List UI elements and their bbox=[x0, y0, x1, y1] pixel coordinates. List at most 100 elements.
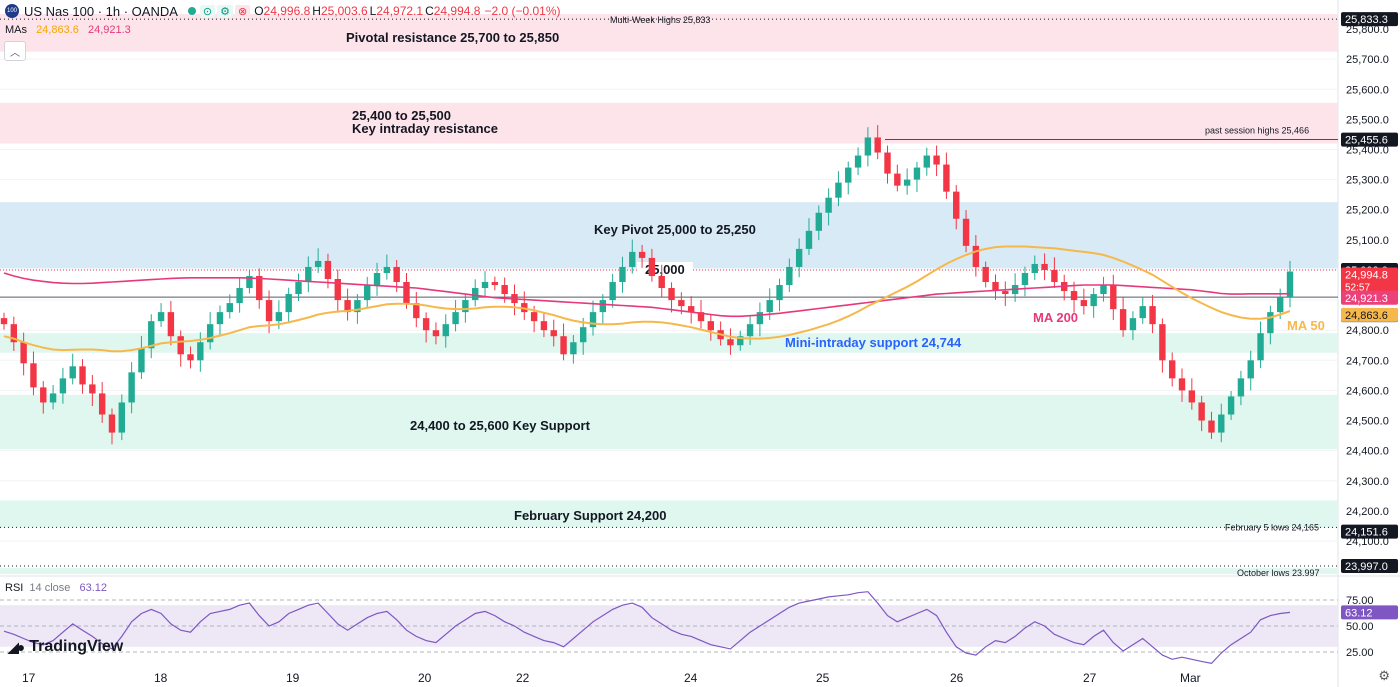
candle-body bbox=[344, 300, 351, 313]
price-tick: 24,700.0 bbox=[1346, 355, 1389, 367]
candle-body bbox=[1051, 269, 1058, 283]
zone-label: 25,400 to 25,500 bbox=[352, 108, 451, 123]
candle-body bbox=[687, 306, 695, 313]
candle-body bbox=[962, 218, 970, 246]
candle-body bbox=[481, 282, 489, 289]
close-key: C bbox=[425, 4, 434, 18]
candle-body bbox=[1129, 318, 1137, 331]
candle-body bbox=[501, 285, 508, 295]
candle-body bbox=[422, 318, 430, 331]
candle-body bbox=[236, 288, 243, 304]
candle-body bbox=[452, 312, 459, 325]
candle-body bbox=[20, 342, 27, 364]
candle-body bbox=[953, 191, 960, 219]
candle-body bbox=[1002, 291, 1009, 295]
candle-body bbox=[305, 266, 312, 283]
candle-body bbox=[903, 179, 911, 186]
candle-body bbox=[197, 342, 204, 361]
candle-body bbox=[275, 312, 283, 322]
zone-support bbox=[0, 568, 1338, 575]
candle-body bbox=[89, 384, 96, 394]
candle-body bbox=[1021, 272, 1029, 286]
settings-icon[interactable]: ⚙ bbox=[217, 4, 233, 18]
price-tag-label: 23,997.0 bbox=[1345, 561, 1388, 573]
gear-icon[interactable]: ⚙ bbox=[1378, 668, 1390, 683]
candle-body bbox=[1247, 360, 1254, 379]
time-tick: 17 bbox=[22, 671, 36, 685]
zone-resistance bbox=[0, 102, 1338, 144]
market-status-icon bbox=[187, 7, 196, 15]
rsi-legend[interactable]: RSI 14 close 63.12 bbox=[5, 582, 107, 594]
candle-body bbox=[609, 282, 616, 301]
remove-icon[interactable]: ⊗ bbox=[234, 4, 251, 18]
candle-body bbox=[530, 312, 538, 322]
candle-body bbox=[10, 324, 18, 343]
candle-body bbox=[982, 266, 989, 283]
rsi-tick: 25.00 bbox=[1346, 647, 1374, 659]
ma200-value: 24,921.3 bbox=[87, 24, 131, 36]
level-label: October lows 23.997 bbox=[1237, 568, 1320, 578]
candle-body bbox=[619, 266, 626, 283]
candle-body bbox=[364, 285, 371, 301]
candle-body bbox=[1178, 378, 1186, 391]
candle-body bbox=[697, 312, 705, 322]
candle-body bbox=[285, 294, 292, 313]
collapse-legend-button[interactable]: ︿ bbox=[4, 41, 26, 61]
candle-body bbox=[560, 336, 567, 355]
tradingview-icon: ◢● bbox=[8, 638, 25, 655]
candle-body bbox=[206, 324, 214, 343]
high-value: 25,003.6 bbox=[320, 4, 368, 18]
candle-body bbox=[1159, 324, 1166, 361]
price-tag-label: 25,833.3 bbox=[1345, 14, 1388, 26]
candle-body bbox=[118, 402, 126, 433]
candle-body bbox=[295, 282, 302, 295]
candle-body bbox=[432, 330, 440, 337]
candle-body bbox=[1218, 414, 1225, 433]
price-tag bbox=[1341, 290, 1398, 305]
candle-body bbox=[864, 137, 872, 156]
rsi-value: 63.12 bbox=[79, 582, 107, 594]
level-label: past session highs 25,466 bbox=[1205, 126, 1309, 136]
candle-body bbox=[648, 257, 656, 276]
candle-body bbox=[766, 300, 773, 313]
candle-body bbox=[393, 266, 400, 283]
zone-label: Pivotal resistance 25,700 to 25,850 bbox=[346, 30, 559, 45]
rsi-tag bbox=[1341, 605, 1398, 620]
candle-body bbox=[805, 230, 813, 249]
price-tick: 25,200.0 bbox=[1346, 205, 1389, 217]
candle-body bbox=[128, 372, 135, 403]
candle-body bbox=[1257, 333, 1264, 361]
candle-body bbox=[786, 266, 793, 286]
candle-body bbox=[246, 275, 253, 289]
candle-body bbox=[845, 167, 852, 183]
rsi-tick: 75.00 bbox=[1346, 595, 1374, 607]
candle-body bbox=[589, 312, 597, 328]
candle-body bbox=[579, 327, 587, 343]
candle-body bbox=[334, 278, 341, 301]
price-tag bbox=[1341, 559, 1398, 573]
high-key: H bbox=[312, 4, 321, 18]
time-tick: 24 bbox=[684, 671, 698, 685]
time-tick: 22 bbox=[516, 671, 530, 685]
tradingview-logo[interactable]: ◢● TradingView bbox=[8, 638, 123, 656]
candle-body bbox=[148, 321, 155, 349]
symbol-title[interactable]: US Nas 100 · 1h · OANDA bbox=[24, 3, 178, 19]
eye-icon[interactable]: ⊙ bbox=[199, 4, 216, 18]
open-key: O bbox=[254, 4, 264, 18]
price-tag bbox=[1341, 132, 1398, 147]
candle-body bbox=[216, 312, 224, 325]
ma50-annotation: MA 50 bbox=[1287, 318, 1325, 333]
candle-body bbox=[629, 251, 636, 267]
candle-body bbox=[138, 348, 145, 373]
candle-body bbox=[972, 245, 980, 267]
candle-body bbox=[776, 285, 783, 301]
candle-body bbox=[854, 155, 862, 168]
candle-body bbox=[727, 339, 734, 346]
price-tick: 25,500.0 bbox=[1346, 114, 1389, 126]
candle-body bbox=[874, 137, 881, 153]
candle-body bbox=[442, 324, 449, 337]
ma-legend[interactable]: MAs 24,863.6 24,921.3 bbox=[5, 24, 131, 36]
price-tag bbox=[1341, 524, 1398, 539]
candle-body bbox=[795, 248, 803, 267]
